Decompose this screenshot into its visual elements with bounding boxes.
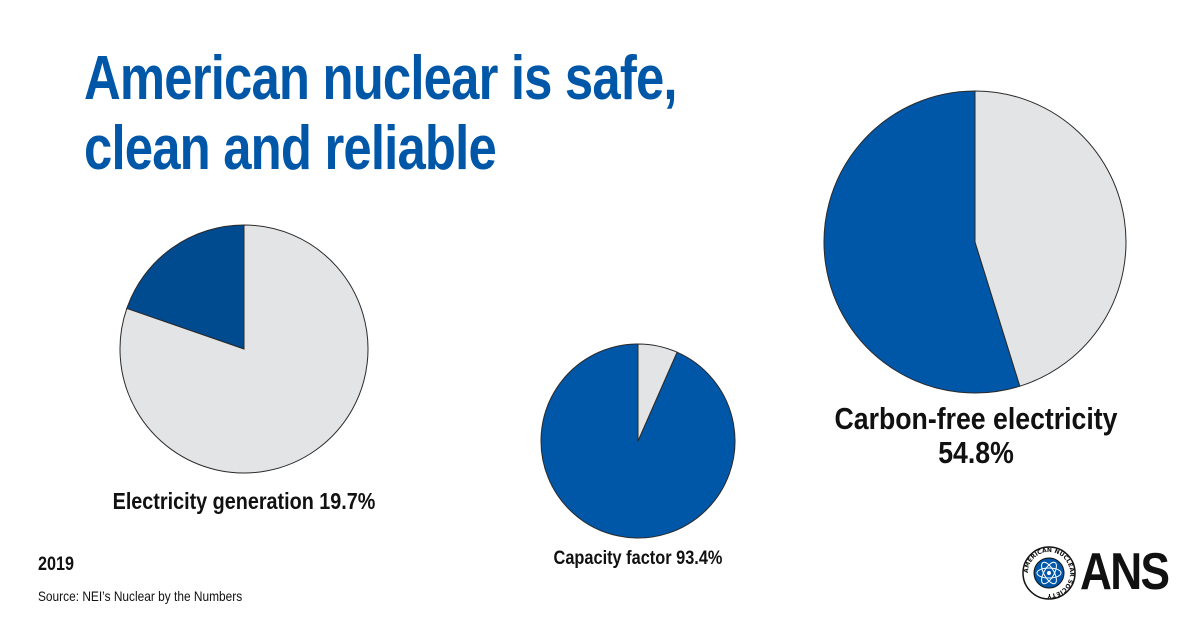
ans-seal-icon: AMERICAN NUCLEAR SOCIETY <box>1022 546 1076 600</box>
pie-capacity-factor <box>540 343 736 539</box>
title-line-1: American nuclear is safe, <box>84 44 678 113</box>
caption-electricity-generation-text: Electricity generation 19.7% <box>112 488 376 514</box>
ans-logo-text: ANS <box>1080 543 1170 601</box>
caption-capacity-factor: Capacity factor 93.4% <box>526 548 750 570</box>
slice-other-share <box>119 224 369 474</box>
slice-other-share <box>637 343 678 442</box>
slice-nuclear-share <box>823 90 1021 394</box>
caption-capacity-factor-text: Capacity factor 93.4% <box>553 548 723 569</box>
source-note: Source: NEI’s Nuclear by the Numbers <box>38 588 243 604</box>
caption-carbon-free-value: 54.8% <box>938 435 1014 470</box>
title-line-2: clean and reliable <box>84 114 497 183</box>
slice-nuclear-share <box>540 343 736 539</box>
slice-other-share <box>974 90 1127 387</box>
pie-electricity-generation <box>119 224 369 474</box>
caption-carbon-free-electricity: Carbon-free electricity 54.8% <box>821 402 1131 470</box>
slice-nuclear-share <box>126 224 245 350</box>
caption-carbon-free-label: Carbon-free electricity <box>834 401 1118 436</box>
caption-electricity-generation: Electricity generation 19.7% <box>106 488 381 515</box>
ans-logo: AMERICAN NUCLEAR SOCIETY ANS <box>1022 543 1170 601</box>
pie-carbon-free-electricity <box>823 90 1127 394</box>
year-label: 2019 <box>38 554 74 575</box>
page-title: American nuclear is safe, clean and reli… <box>84 44 707 184</box>
